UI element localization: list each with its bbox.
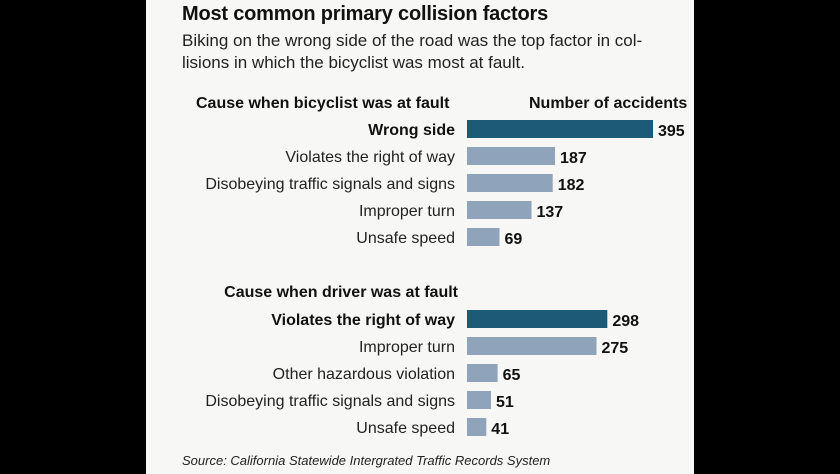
category-label: Unsafe speed [356, 420, 455, 437]
category-label: Improper turn [359, 339, 455, 356]
value-label: 395 [658, 123, 685, 140]
category-label: Disobeying traffic signals and signs [205, 393, 455, 410]
bar-driver-0 [467, 310, 608, 328]
bar-bicyclist-3 [467, 201, 532, 219]
category-label: Improper turn [359, 203, 455, 220]
value-label: 65 [503, 367, 521, 384]
value-label: 41 [491, 421, 509, 438]
bar-bicyclist-1 [467, 147, 556, 165]
chart-title: Most common primary collision factors [182, 3, 549, 25]
category-label: Unsafe speed [356, 230, 455, 247]
value-label: 182 [558, 177, 585, 194]
bar-bicyclist-0 [467, 120, 653, 138]
value-label: 187 [560, 150, 587, 167]
source-note: Source: California Statewide Intergrated… [182, 453, 551, 468]
value-label: 275 [601, 340, 628, 357]
bar-bicyclist-4 [467, 228, 500, 246]
category-label: Violates the right of way [271, 312, 455, 329]
value-label: 137 [537, 204, 564, 221]
category-label: Wrong side [368, 122, 455, 139]
chart-panel: Most common primary collision factors Bi… [146, 0, 694, 474]
bar-driver-4 [467, 418, 487, 436]
bar-driver-1 [467, 337, 597, 355]
value-label: 51 [496, 394, 514, 411]
category-label: Violates the right of way [285, 149, 455, 166]
bar-driver-2 [467, 364, 498, 382]
bar-chart: Wrong side 395 Violates the right of way 18… [205, 120, 685, 438]
bar-bicyclist-2 [467, 174, 553, 192]
driver-group-header: Cause when driver was at fault [224, 284, 458, 301]
value-label: 69 [504, 231, 522, 248]
chart-subtitle: Biking on the wrong side of the road was… [182, 31, 643, 72]
value-label: 298 [612, 313, 639, 330]
bicyclist-group-header: Cause when bicyclist was at fault [196, 95, 450, 112]
category-label: Other hazardous violation [273, 366, 455, 383]
bar-driver-3 [467, 391, 492, 409]
category-label: Disobeying traffic signals and signs [205, 176, 455, 193]
value-column-header: Number of accidents [529, 95, 688, 112]
